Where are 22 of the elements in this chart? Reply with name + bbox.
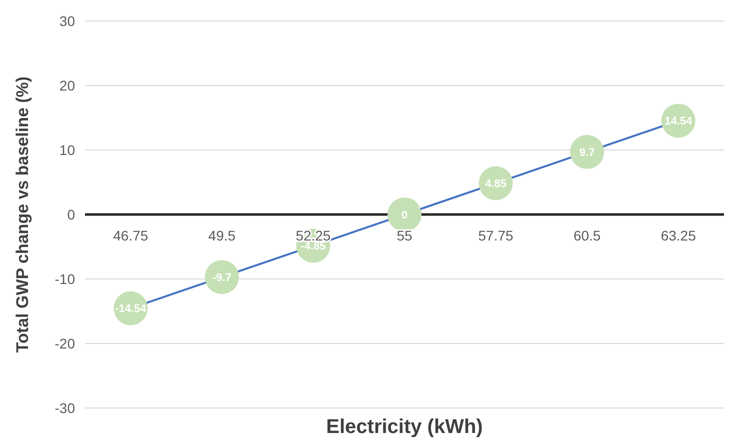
y-tick-label: 20 <box>59 77 76 94</box>
data-label: -9.7 <box>212 272 232 284</box>
x-tick-label: 57.75 <box>478 228 514 244</box>
x-tick-label: 49.5 <box>208 228 236 244</box>
y-tick-label: 30 <box>59 12 76 29</box>
data-label: 4.85 <box>485 178 506 190</box>
y-tick-label: 10 <box>59 142 76 158</box>
x-tick-label: 55 <box>396 228 412 244</box>
data-label: -4.85 <box>300 240 326 253</box>
x-axis-title: Electricity (kWh) <box>326 416 483 438</box>
data-label: 14.54 <box>664 116 693 128</box>
y-tick-label: 0 <box>67 206 76 222</box>
y-tick-label: -30 <box>54 400 76 416</box>
data-label: 9.7 <box>579 146 595 159</box>
x-tick-label: 63.25 <box>660 228 696 244</box>
data-label: -14.54 <box>115 303 148 316</box>
y-tick-label: -20 <box>54 335 76 352</box>
y-axis-title: Total GWP change vs baseline (%) <box>13 76 32 353</box>
data-label: 0 <box>401 209 408 222</box>
x-tick-label: 60.5 <box>573 228 601 244</box>
y-tick-label: -10 <box>54 270 76 287</box>
x-tick-label: 46.75 <box>113 228 148 244</box>
